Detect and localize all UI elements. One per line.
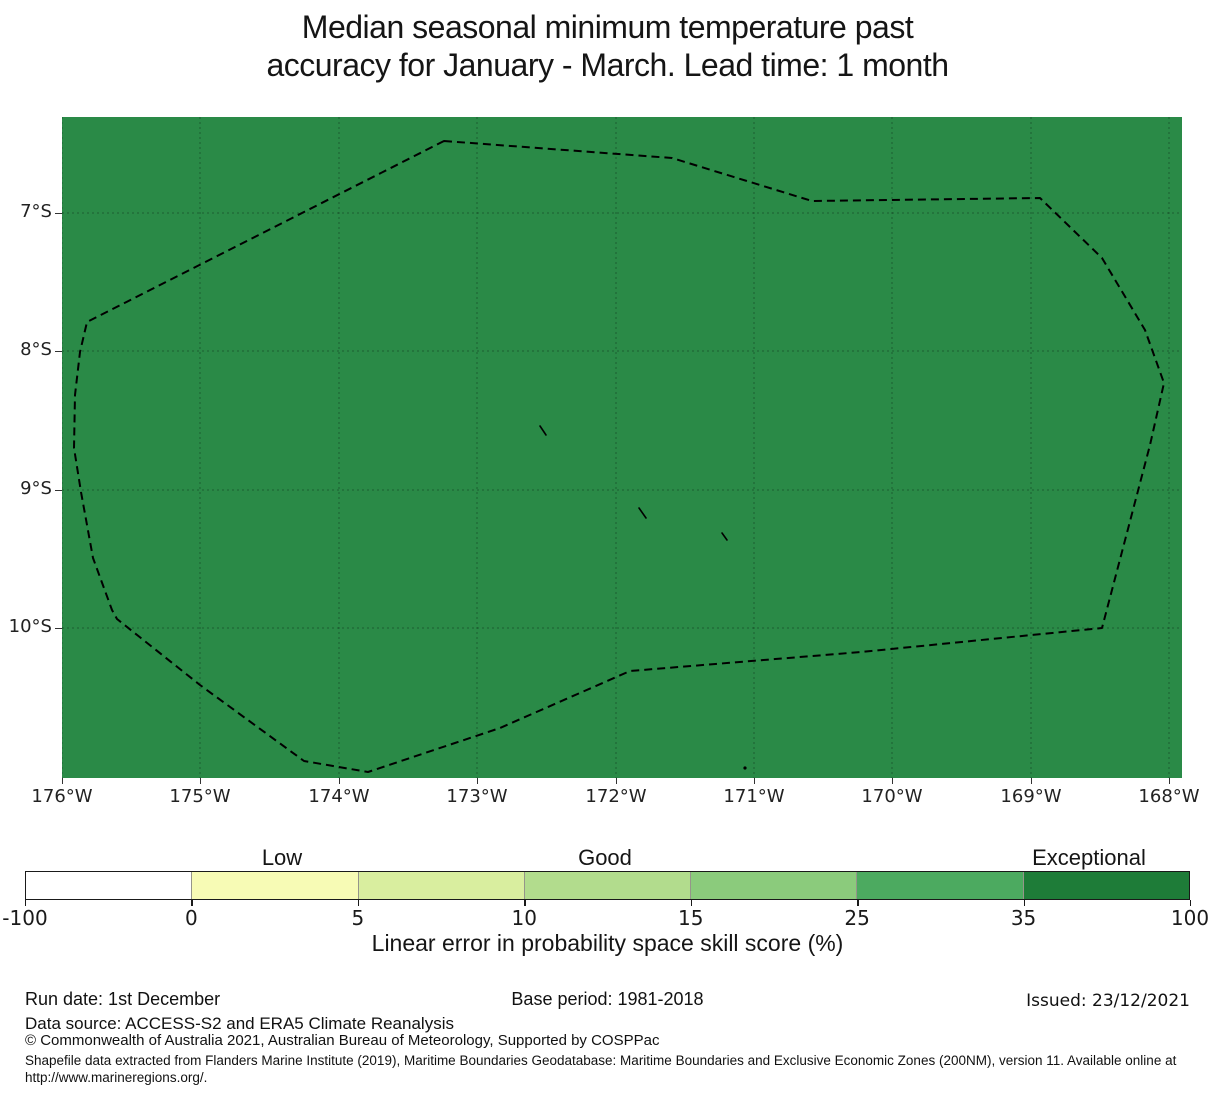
map-plot-area	[62, 117, 1182, 778]
colorbar-segment-4	[690, 872, 857, 899]
x-axis-tick-label: 176°W	[31, 786, 93, 807]
x-axis-tick-label: 169°W	[1000, 786, 1062, 807]
colorbar-tick-label: 10	[511, 906, 538, 930]
footer-issued-date: Issued: 23/12/2021	[1026, 991, 1190, 1011]
y-axis-tick-label: 9°S	[20, 478, 52, 499]
colorbar-tick-label: 5	[351, 906, 365, 930]
colorbar-tick-mark	[857, 900, 859, 906]
x-axis-tick-label: 173°W	[446, 786, 508, 807]
colorbar-tick-label: 25	[844, 906, 870, 930]
colorbar-tick-mark	[25, 900, 27, 906]
figure-title-line1: Median seasonal minimum temperature past	[301, 9, 914, 45]
colorbar-tick-mark	[1190, 900, 1192, 906]
y-axis-tick-mark	[55, 490, 62, 492]
figure-title-line2: accuracy for January - March. Lead time:…	[266, 47, 949, 83]
y-axis-tick-label: 8°S	[20, 339, 52, 360]
colorbar-tick-label: 15	[677, 906, 704, 930]
colorbar-tick-mark	[1023, 900, 1025, 906]
x-axis-tick-mark	[339, 778, 341, 784]
x-axis-tick-label: 175°W	[169, 786, 231, 807]
colorbar-tick-mark	[690, 900, 693, 906]
island-mark	[721, 532, 728, 541]
colorbar-tick-mark	[357, 900, 360, 906]
colorbar-segment-2	[357, 872, 524, 899]
y-axis-tick-label: 10°S	[8, 616, 52, 637]
colorbar-segment-1	[191, 872, 358, 899]
x-axis-tick-label: 172°W	[585, 786, 647, 807]
y-axis-tick-label: 7°S	[20, 201, 52, 222]
colorbar-segment-5	[856, 872, 1023, 899]
x-axis-tick-mark	[1031, 778, 1033, 784]
island-mark	[638, 507, 647, 519]
y-axis-tick-mark	[55, 628, 62, 630]
colorbar-caption: Linear error in probability space skill …	[371, 930, 844, 956]
sea-region-fill	[62, 117, 1182, 778]
x-axis-tick-mark	[1169, 778, 1171, 784]
map-svg	[62, 117, 1182, 778]
x-axis-tick-mark	[754, 778, 756, 784]
island-mark	[743, 766, 747, 770]
footer-shapefile-line1: Shapefile data extracted from Flanders M…	[25, 1053, 1177, 1068]
colorbar-class-label: Low	[261, 845, 303, 870]
colorbar-bar	[25, 871, 1190, 900]
x-axis-tick-mark	[477, 778, 479, 784]
x-axis-tick-label: 168°W	[1138, 786, 1200, 807]
y-axis-tick-mark	[55, 213, 62, 215]
colorbar-class-label: Exceptional	[1032, 845, 1146, 870]
colorbar-segment-6	[1022, 872, 1189, 899]
x-axis-tick-mark	[62, 778, 64, 784]
x-axis-tick-label: 174°W	[308, 786, 370, 807]
x-axis-tick-label: 171°W	[723, 786, 785, 807]
footer-copyright: © Commonwealth of Australia 2021, Austra…	[25, 1032, 660, 1049]
colorbar-segment-0	[26, 872, 192, 899]
colorbar-segment-3	[523, 872, 691, 899]
colorbar-tick-mark	[524, 900, 526, 906]
colorbar-class-label: Good	[578, 845, 632, 870]
colorbar-tick-label: -100	[2, 906, 48, 930]
x-axis-tick-label: 170°W	[861, 786, 923, 807]
colorbar-tick-label: 100	[1170, 906, 1210, 930]
x-axis-tick-mark	[892, 778, 894, 784]
x-axis-tick-mark	[200, 778, 202, 784]
colorbar-tick-label: 35	[1010, 906, 1037, 930]
colorbar-tick-label: 0	[185, 906, 198, 930]
footer-run-date: Run date: 1st December	[25, 989, 221, 1009]
y-axis-tick-mark	[55, 351, 62, 353]
footer-data-source: Data source: ACCESS-S2 and ERA5 Climate …	[25, 1014, 454, 1033]
figure-title: Median seasonal minimum temperature past…	[0, 8, 1215, 84]
footer-shapefile-line2: http://www.marineregions.org/.	[25, 1069, 208, 1085]
colorbar-tick-mark	[191, 900, 193, 906]
footer-shapefile-note: Shapefile data extracted from Flanders M…	[25, 1053, 1195, 1086]
island-mark	[539, 425, 547, 436]
x-axis-tick-mark	[616, 778, 618, 784]
footer-base-period: Base period: 1981-2018	[511, 989, 704, 1009]
